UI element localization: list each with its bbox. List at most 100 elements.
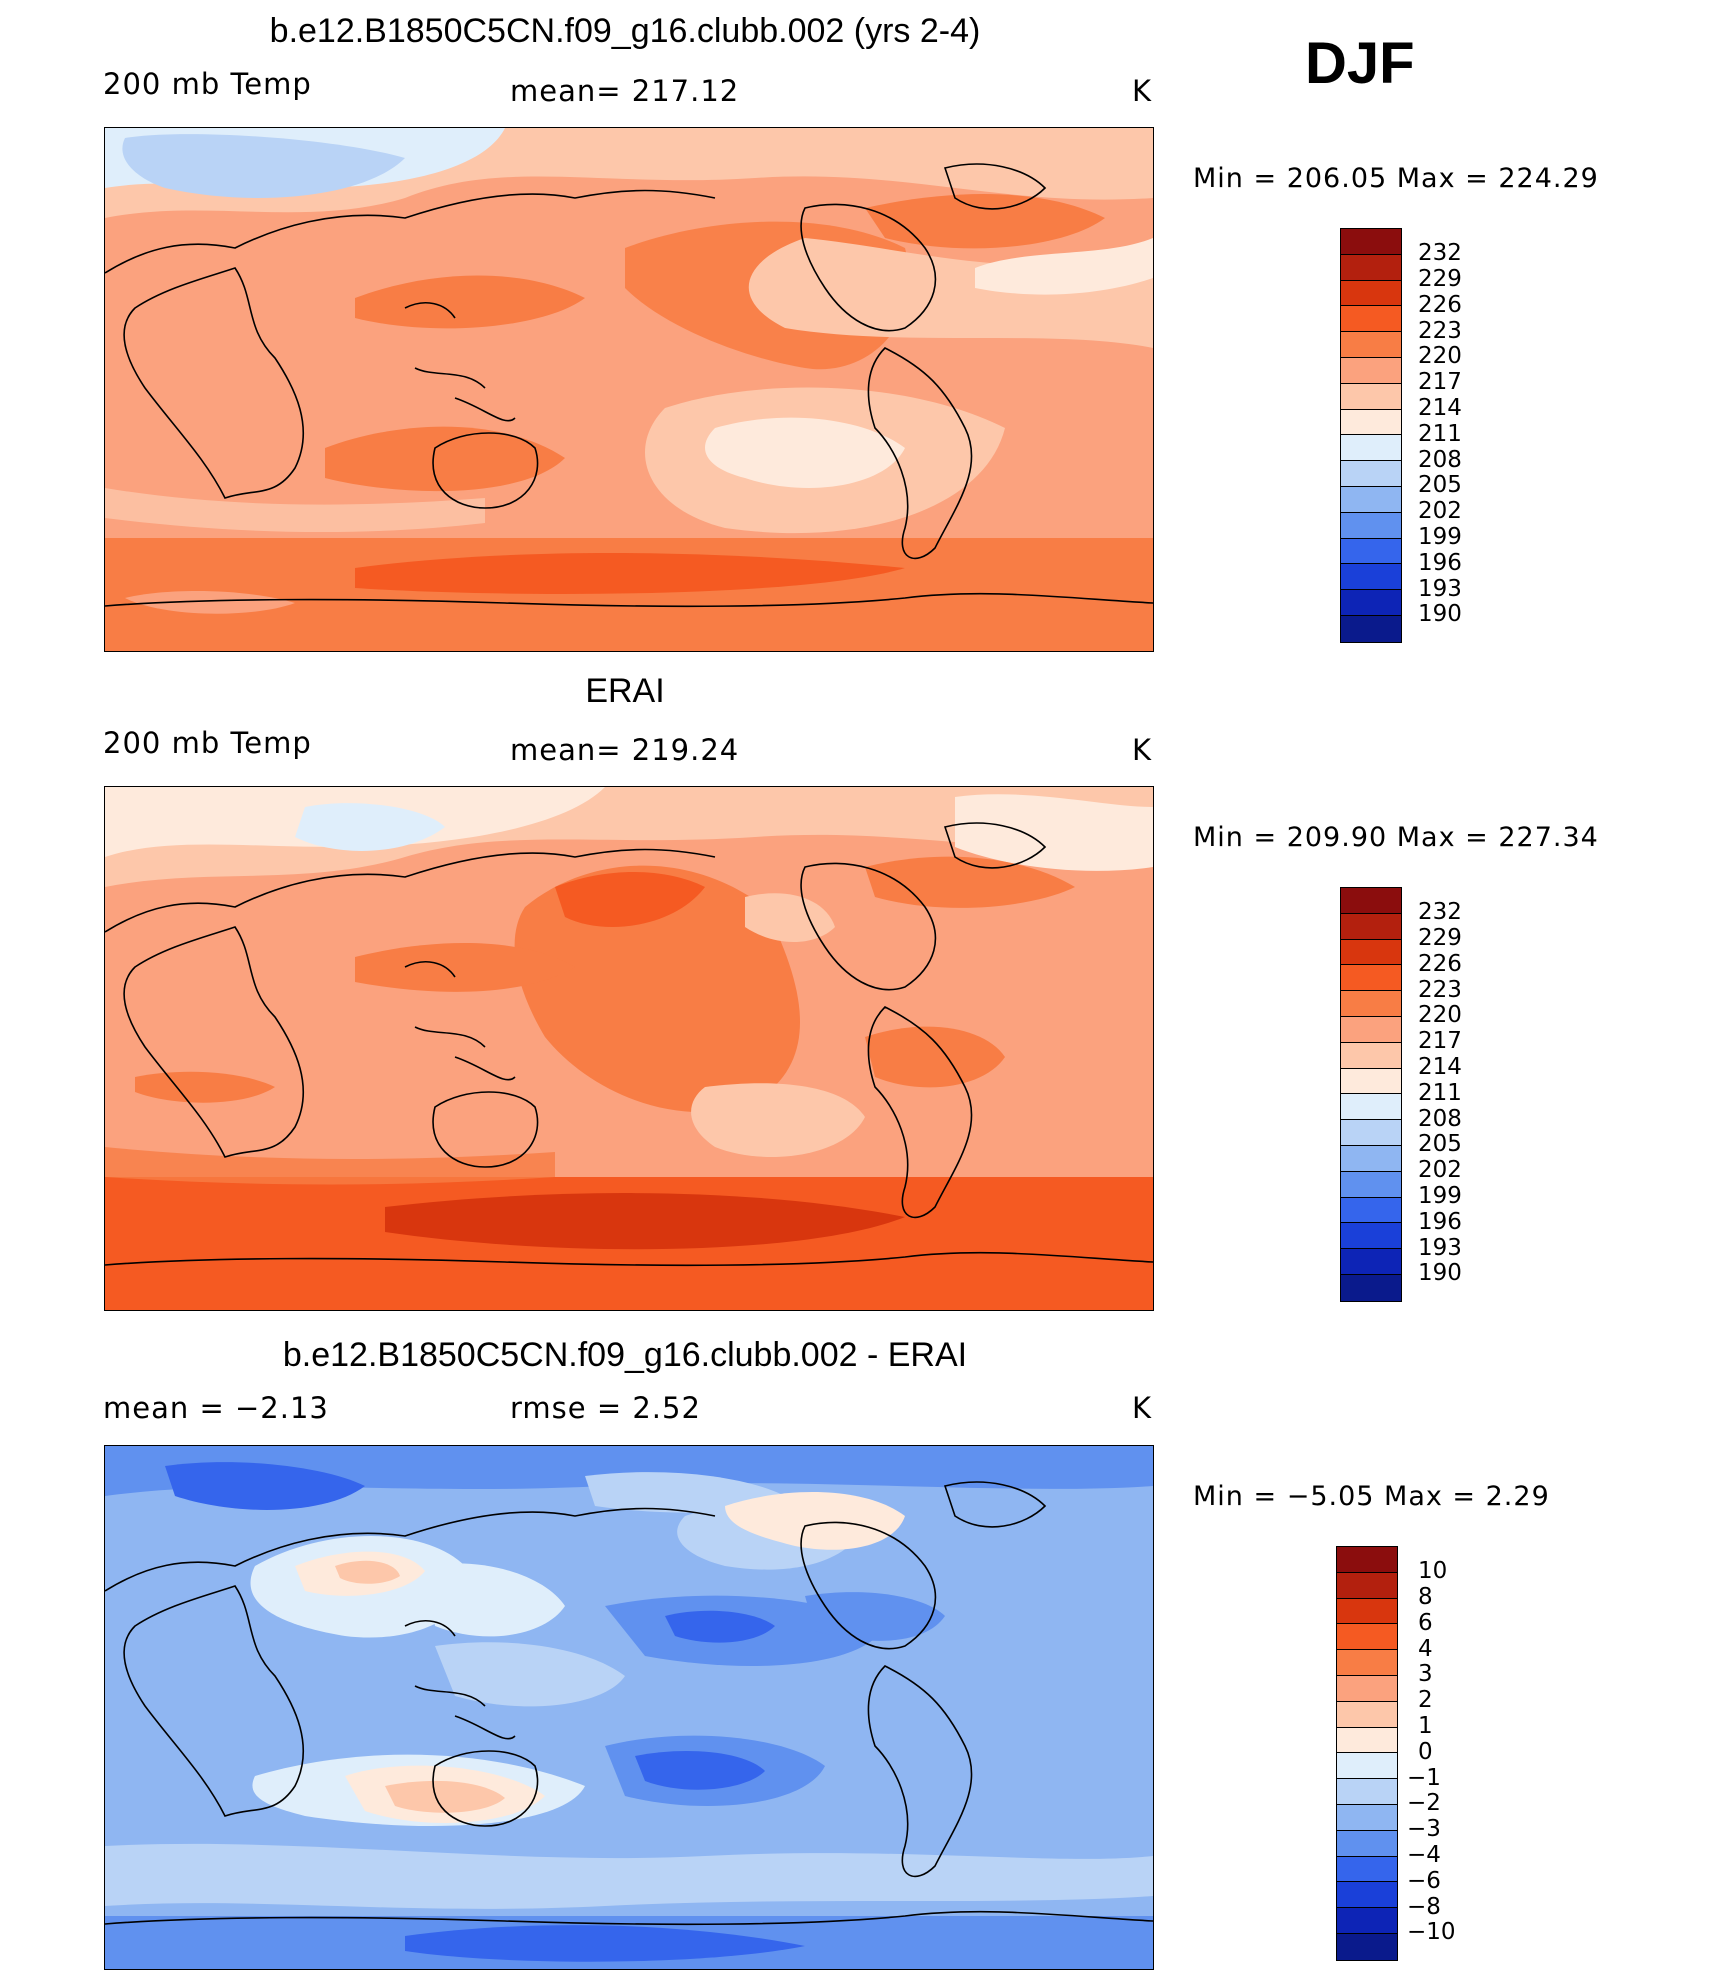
colorbar-tick: −10 — [1407, 1919, 1456, 1945]
colorbar-tick: 220 — [1418, 1002, 1462, 1028]
colorbar-swatch — [1341, 461, 1401, 487]
panel-title: ERAI — [585, 672, 665, 710]
colorbar-tick: 220 — [1418, 343, 1462, 369]
colorbar-swatch — [1341, 1016, 1401, 1043]
colorbar-swatch — [1337, 1701, 1397, 1728]
colorbar-tick: 196 — [1418, 1209, 1462, 1235]
colorbar-tick: 205 — [1418, 472, 1462, 498]
colorbar-swatch — [1341, 1068, 1401, 1095]
colorbar-tick: 208 — [1418, 447, 1462, 473]
colorbar-tick: −8 — [1407, 1894, 1441, 1920]
colorbar-tick: 202 — [1418, 1157, 1462, 1183]
min-max-label: Min = 209.90 Max = 227.34 — [1193, 822, 1599, 853]
colorbar-swatch — [1337, 1572, 1397, 1599]
colorbar-swatch — [1341, 383, 1401, 410]
colorbar-tick: 190 — [1418, 1260, 1462, 1286]
colorbar-swatch — [1341, 913, 1401, 940]
colorbar-swatch — [1341, 888, 1401, 914]
colorbar-swatch — [1341, 538, 1401, 565]
colorbar-swatch — [1337, 1779, 1397, 1805]
colorbar-tick: 226 — [1418, 951, 1462, 977]
units-label: K — [1132, 1391, 1153, 1425]
colorbar-reanalysis — [1340, 887, 1402, 1302]
colorbar-tick: 6 — [1418, 1610, 1433, 1636]
colorbar-tick: 229 — [1418, 925, 1462, 951]
colorbar-tick: 3 — [1418, 1661, 1433, 1687]
colorbar-tick: 193 — [1418, 576, 1462, 602]
colorbar-swatch — [1337, 1598, 1397, 1625]
colorbar-tick: 217 — [1418, 369, 1462, 395]
colorbar-tick: 8 — [1418, 1584, 1433, 1610]
min-max-label: Min = 206.05 Max = 224.29 — [1193, 163, 1599, 194]
colorbar-swatch — [1337, 1547, 1397, 1573]
map-model-temperature — [104, 127, 1154, 652]
variable-label: 200 mb Temp — [103, 67, 312, 101]
colorbar-tick: 4 — [1418, 1636, 1433, 1662]
colorbar-swatch — [1341, 435, 1401, 462]
colorbar-tick: 214 — [1418, 395, 1462, 421]
colorbar-tick: 196 — [1418, 550, 1462, 576]
colorbar-tick: −3 — [1407, 1816, 1441, 1842]
colorbar-swatch — [1337, 1650, 1397, 1676]
colorbar-tick: 232 — [1418, 240, 1462, 266]
colorbar-swatch — [1341, 229, 1401, 255]
colorbar-swatch — [1341, 1249, 1401, 1275]
colorbar-tick: 226 — [1418, 292, 1462, 318]
colorbar-tick: 217 — [1418, 1028, 1462, 1054]
colorbar-tick: −6 — [1407, 1868, 1441, 1894]
colorbar-swatch — [1341, 1197, 1401, 1224]
colorbar-tick: 229 — [1418, 266, 1462, 292]
colorbar-swatch — [1341, 965, 1401, 992]
colorbar-swatch — [1341, 590, 1401, 616]
colorbar-tick: 223 — [1418, 977, 1462, 1003]
colorbar-model — [1340, 228, 1402, 643]
colorbar-swatch — [1341, 615, 1401, 642]
colorbar-swatch — [1341, 1223, 1401, 1250]
colorbar-swatch — [1341, 991, 1401, 1017]
colorbar-swatch — [1341, 357, 1401, 384]
units-label: K — [1132, 74, 1153, 108]
colorbar-tick: 211 — [1418, 1080, 1462, 1106]
colorbar-swatch — [1337, 1753, 1397, 1780]
colorbar-tick: 211 — [1418, 421, 1462, 447]
colorbar-swatch — [1337, 1624, 1397, 1651]
colorbar-tick: 232 — [1418, 899, 1462, 925]
min-max-label: Min = −5.05 Max = 2.29 — [1193, 1481, 1550, 1512]
colorbar-swatch — [1341, 306, 1401, 333]
units-label: K — [1132, 733, 1153, 767]
map-reanalysis-temperature — [104, 786, 1154, 1311]
colorbar-swatch — [1341, 1042, 1401, 1069]
colorbar-swatch — [1337, 1908, 1397, 1934]
season-label: DJF — [1305, 31, 1415, 96]
colorbar-tick: −1 — [1407, 1765, 1441, 1791]
mean-label: mean = −2.13 — [103, 1391, 329, 1425]
mean-label: mean= 219.24 — [510, 733, 740, 767]
colorbar-tick: 205 — [1418, 1131, 1462, 1157]
colorbar-tick: 223 — [1418, 318, 1462, 344]
colorbar-swatch — [1341, 1145, 1401, 1172]
colorbar-swatch — [1341, 512, 1401, 539]
colorbar-swatch — [1341, 939, 1401, 966]
colorbar-tick: −2 — [1407, 1790, 1441, 1816]
colorbar-tick: 2 — [1418, 1687, 1433, 1713]
colorbar-swatch — [1341, 409, 1401, 436]
colorbar-swatch — [1337, 1830, 1397, 1857]
colorbar-swatch — [1341, 254, 1401, 281]
colorbar-tick: 208 — [1418, 1106, 1462, 1132]
colorbar-tick: −4 — [1407, 1842, 1441, 1868]
colorbar-tick: 202 — [1418, 498, 1462, 524]
colorbar-swatch — [1337, 1856, 1397, 1883]
colorbar-swatch — [1337, 1804, 1397, 1831]
rmse-label: rmse = 2.52 — [510, 1391, 701, 1425]
map-difference-temperature — [104, 1445, 1154, 1970]
colorbar-swatch — [1341, 280, 1401, 307]
colorbar-swatch — [1341, 1274, 1401, 1301]
colorbar-swatch — [1341, 1094, 1401, 1121]
colorbar-swatch — [1337, 1727, 1397, 1754]
colorbar-tick: 1 — [1418, 1713, 1433, 1739]
colorbar-difference — [1336, 1546, 1398, 1961]
colorbar-swatch — [1337, 1675, 1397, 1702]
colorbar-swatch — [1341, 564, 1401, 591]
colorbar-swatch — [1341, 1120, 1401, 1146]
colorbar-swatch — [1341, 1171, 1401, 1198]
